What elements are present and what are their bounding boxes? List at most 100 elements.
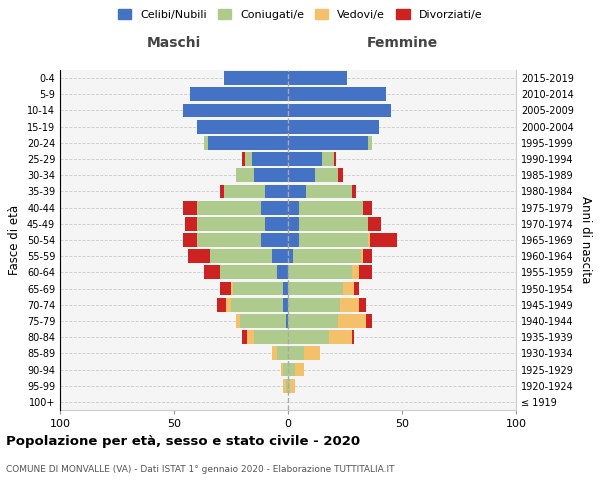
Bar <box>368 233 370 247</box>
Y-axis label: Fasce di età: Fasce di età <box>8 205 21 275</box>
Bar <box>277 266 288 280</box>
Bar <box>352 184 356 198</box>
Bar <box>354 282 359 296</box>
Bar <box>299 217 368 230</box>
Bar <box>293 250 361 263</box>
Bar <box>283 298 288 312</box>
Bar <box>286 379 288 392</box>
Bar <box>288 136 368 149</box>
Bar <box>288 120 379 134</box>
Bar <box>361 250 363 263</box>
Bar <box>304 346 320 360</box>
Bar <box>288 152 322 166</box>
Bar <box>254 330 288 344</box>
Bar <box>288 71 347 85</box>
Bar <box>295 362 304 376</box>
Bar <box>224 71 288 85</box>
Bar <box>365 314 373 328</box>
Bar <box>338 314 365 328</box>
Bar <box>260 233 288 247</box>
Bar <box>183 104 288 118</box>
Bar <box>334 152 336 166</box>
Bar <box>183 200 197 214</box>
Bar <box>183 233 197 247</box>
Bar <box>197 200 260 214</box>
Bar <box>368 217 382 230</box>
Text: Femmine: Femmine <box>367 36 437 50</box>
Bar <box>203 266 220 280</box>
Bar <box>290 379 295 392</box>
Bar <box>220 184 224 198</box>
Bar <box>288 379 290 392</box>
Bar <box>352 330 354 344</box>
Bar <box>288 314 338 328</box>
Bar <box>288 104 391 118</box>
Bar <box>288 346 304 360</box>
Bar <box>299 233 368 247</box>
Bar <box>242 152 245 166</box>
Bar <box>208 136 288 149</box>
Bar <box>283 282 288 296</box>
Bar <box>260 200 288 214</box>
Bar <box>283 362 288 376</box>
Bar <box>277 346 288 360</box>
Bar <box>231 298 283 312</box>
Bar <box>288 282 343 296</box>
Legend: Celibi/Nubili, Coniugati/e, Vedovi/e, Divorziati/e: Celibi/Nubili, Coniugati/e, Vedovi/e, Di… <box>115 6 485 23</box>
Bar <box>299 200 363 214</box>
Bar <box>338 168 343 182</box>
Bar <box>288 217 299 230</box>
Bar <box>286 314 288 328</box>
Bar <box>283 379 286 392</box>
Bar <box>254 168 288 182</box>
Bar <box>370 233 397 247</box>
Bar <box>288 330 329 344</box>
Bar <box>363 250 373 263</box>
Bar <box>281 362 283 376</box>
Bar <box>231 282 233 296</box>
Bar <box>188 250 211 263</box>
Bar <box>224 184 265 198</box>
Bar <box>265 184 288 198</box>
Bar <box>226 298 231 312</box>
Bar <box>220 282 231 296</box>
Bar <box>185 217 197 230</box>
Bar <box>272 250 288 263</box>
Bar <box>316 168 338 182</box>
Bar <box>236 168 254 182</box>
Bar <box>251 152 288 166</box>
Y-axis label: Anni di nascita: Anni di nascita <box>579 196 592 284</box>
Bar <box>288 200 299 214</box>
Bar <box>242 330 247 344</box>
Bar <box>340 298 359 312</box>
Bar <box>288 266 352 280</box>
Bar <box>288 298 340 312</box>
Bar <box>288 233 299 247</box>
Bar <box>306 184 352 198</box>
Bar <box>197 217 265 230</box>
Bar <box>363 200 373 214</box>
Bar <box>203 136 208 149</box>
Text: Popolazione per età, sesso e stato civile - 2020: Popolazione per età, sesso e stato civil… <box>6 435 360 448</box>
Text: COMUNE DI MONVALLE (VA) - Dati ISTAT 1° gennaio 2020 - Elaborazione TUTTITALIA.I: COMUNE DI MONVALLE (VA) - Dati ISTAT 1° … <box>6 465 395 474</box>
Bar <box>288 250 293 263</box>
Bar <box>217 298 226 312</box>
Bar <box>247 330 254 344</box>
Bar <box>343 282 354 296</box>
Bar <box>220 266 277 280</box>
Bar <box>288 168 316 182</box>
Bar <box>240 314 286 328</box>
Bar <box>236 314 240 328</box>
Bar <box>288 184 306 198</box>
Bar <box>352 266 359 280</box>
Bar <box>272 346 277 360</box>
Bar <box>329 330 352 344</box>
Bar <box>211 250 272 263</box>
Bar <box>288 88 386 101</box>
Bar <box>368 136 373 149</box>
Bar <box>245 152 251 166</box>
Text: Maschi: Maschi <box>147 36 201 50</box>
Bar <box>265 217 288 230</box>
Bar <box>233 282 283 296</box>
Bar <box>190 88 288 101</box>
